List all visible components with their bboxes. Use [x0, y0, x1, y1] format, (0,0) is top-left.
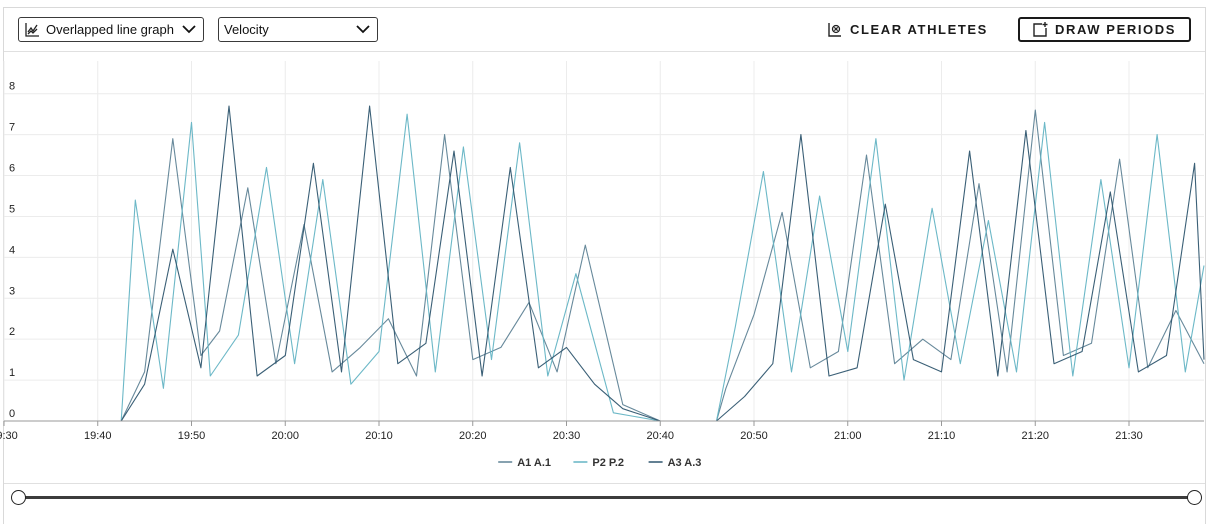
y-tick-label: 0 — [9, 408, 15, 420]
y-tick-label: 4 — [9, 244, 15, 256]
x-tick-label: 20:50 — [740, 430, 768, 442]
x-tick-label: 21:30 — [1115, 430, 1143, 442]
velocity-line-chart[interactable]: 0 1 2 3 4 5 6 7 8 19:30 19:40 19:50 20:00 20:10 20:20 2… — [0, 0, 1209, 480]
chart-type-select[interactable]: Overlapped line graph — [18, 17, 204, 42]
y-tick-label: 1 — [9, 367, 15, 379]
draw-periods-label: DRAW PERIODS — [1054, 22, 1177, 37]
clear-athletes-button[interactable]: CLEAR ATHLETES — [828, 19, 988, 39]
series-line-3 — [4, 105, 1205, 422]
x-tick-label: 21:10 — [928, 430, 956, 442]
toolbar-divider — [4, 51, 1205, 52]
y-tick-label: 2 — [9, 326, 15, 338]
clear-athletes-icon — [828, 22, 841, 37]
chart-type-value: Overlapped line graph — [46, 22, 174, 37]
metric-value: Velocity — [224, 22, 269, 37]
range-end-handle[interactable] — [1187, 490, 1202, 505]
x-tick-label: 20:20 — [459, 430, 487, 442]
y-tick-label: 8 — [9, 81, 15, 93]
x-tick-label: 21:00 — [834, 430, 862, 442]
chevron-down-icon — [356, 25, 370, 34]
y-tick-label: 3 — [9, 285, 15, 297]
legend-item-label: A3 A.3 — [668, 457, 702, 469]
x-tick-label: 20:00 — [271, 430, 299, 442]
range-start-handle[interactable] — [11, 490, 26, 505]
draw-periods-button[interactable]: DRAW PERIODS — [1018, 17, 1191, 42]
x-tick-label: 19:30 — [0, 430, 18, 442]
draw-periods-icon — [1033, 22, 1048, 37]
axis-layer: 0 1 2 3 4 5 6 7 8 19:30 19:40 19:50 20:00 20:10 20:20 2… — [0, 81, 1204, 442]
chevron-down-icon — [182, 25, 196, 34]
legend-item-label: A1 A.1 — [517, 457, 551, 469]
series-line-2 — [4, 113, 1205, 422]
line-graph-icon — [25, 22, 39, 37]
x-tick-label: 19:50 — [178, 430, 206, 442]
y-tick-label: 6 — [9, 163, 15, 175]
clear-athletes-label: CLEAR ATHLETES — [850, 21, 988, 37]
range-slider-track[interactable] — [18, 496, 1194, 499]
legend[interactable]: A1 A.1 P2 P.2 A3 A.3 — [498, 457, 701, 469]
y-tick-label: 5 — [9, 203, 15, 215]
x-tick-label: 20:40 — [646, 430, 674, 442]
x-tick-label: 21:20 — [1021, 430, 1049, 442]
y-tick-label: 7 — [9, 122, 15, 134]
x-tick-label: 20:30 — [553, 430, 581, 442]
series-layer — [4, 105, 1205, 422]
metric-select[interactable]: Velocity — [218, 17, 378, 42]
x-tick-label: 20:10 — [365, 430, 393, 442]
range-divider — [4, 483, 1205, 484]
grid-layer — [3, 61, 1204, 422]
legend-item-label: P2 P.2 — [592, 457, 624, 469]
x-tick-label: 19:40 — [84, 430, 112, 442]
series-line-1 — [4, 109, 1205, 422]
